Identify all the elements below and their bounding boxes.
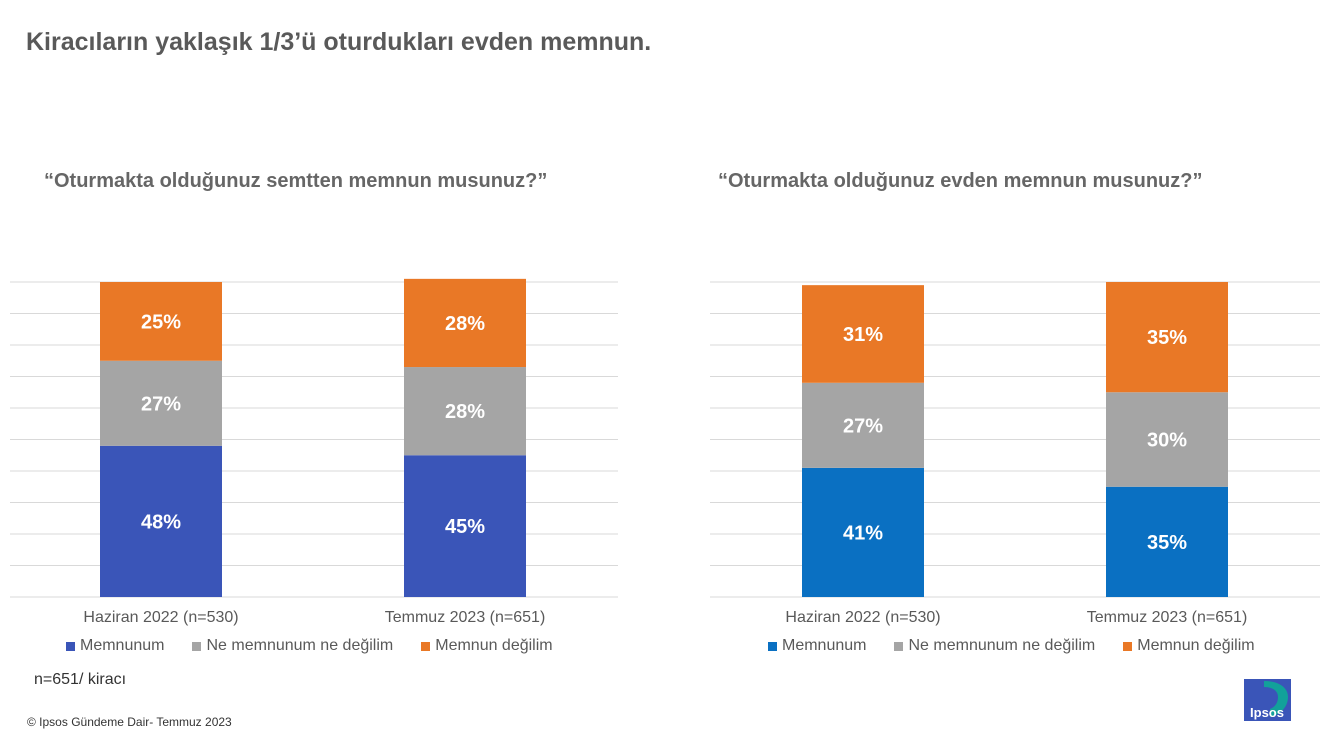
bar-segment — [802, 285, 924, 383]
legend-label-neutral: Ne memnunum ne değilim — [908, 637, 1096, 654]
chart-title-neighborhood: “Oturmakta olduğunuz semtten memnun musu… — [44, 170, 548, 192]
legend-item-memnun-degil: Memnun değilim — [1123, 637, 1255, 655]
legend-item-neutral: Ne memnunum ne değilim — [192, 637, 393, 655]
legend-label-neutral: Ne memnunum ne değilim — [206, 637, 394, 654]
bar-segment — [404, 367, 526, 456]
category-label: Temmuz 2023 (n=651) — [385, 609, 546, 626]
data-label: 30% — [1147, 430, 1187, 452]
bar-segment — [1106, 282, 1228, 393]
legend-swatch-neutral — [192, 641, 202, 651]
sample-note: n=651/ kiracı — [34, 671, 127, 688]
data-label: 45% — [445, 516, 485, 538]
category-label: Haziran 2022 (n=530) — [785, 609, 940, 626]
data-label: 35% — [1147, 327, 1187, 349]
legend-swatch-neutral — [894, 641, 904, 651]
data-label: 35% — [1147, 532, 1187, 554]
bar-segment — [802, 382, 924, 468]
legend-neighborhood: Memnunum Ne memnunum ne değilim Memnun d… — [66, 637, 553, 655]
logo-swoosh — [1264, 681, 1288, 717]
legend-swatch-memnun-degil — [1123, 641, 1133, 651]
data-label: 31% — [843, 324, 883, 346]
logo-text: Ipsos — [1250, 705, 1284, 720]
bar-segment — [404, 455, 526, 597]
data-label: 41% — [843, 522, 883, 544]
bar-segment — [404, 278, 526, 368]
chart-title-home: “Oturmakta olduğunuz evden memnun musunu… — [718, 170, 1203, 192]
legend-home: Memnunum Ne memnunum ne değilim Memnun d… — [768, 637, 1255, 655]
bar-segment — [1106, 392, 1228, 487]
bar-segment — [100, 445, 222, 597]
legend-swatch-memnunum — [66, 641, 75, 651]
bar-segment — [1106, 486, 1228, 597]
legend-label-memnun-degil: Memnun değilim — [435, 637, 553, 654]
bar-segment — [802, 467, 924, 597]
data-label: 25% — [141, 311, 181, 333]
footer-copyright: © Ipsos Gündeme Dair- Temmuz 2023 — [27, 715, 232, 729]
data-label: 27% — [843, 415, 883, 437]
data-label: 28% — [445, 313, 485, 335]
page-title: Kiracıların yaklaşık 1/3’ü oturdukları e… — [26, 28, 652, 56]
legend-item-memnunum: Memnunum — [768, 637, 866, 655]
legend-label-memnunum: Memnunum — [80, 637, 165, 654]
legend-swatch-memnun-degil — [421, 641, 431, 651]
data-label: 27% — [141, 393, 181, 415]
bar-segment — [100, 282, 222, 361]
category-label: Temmuz 2023 (n=651) — [1087, 609, 1248, 626]
legend-swatch-memnunum — [768, 641, 777, 651]
bar-segment — [100, 360, 222, 446]
chart-neighborhood: 48% 27% 25% Haziran 2022 (n=530) 45% 28% 28% Te… — [10, 278, 618, 626]
ipsos-logo: Ipsos — [1244, 679, 1291, 721]
legend-item-memnunum: Memnunum — [66, 637, 164, 655]
legend-item-memnun-degil: Memnun değilim — [421, 637, 553, 655]
legend-item-neutral: Ne memnunum ne değilim — [894, 637, 1095, 655]
category-label: Haziran 2022 (n=530) — [83, 609, 238, 626]
chart-home: 41% 27% 31% Haziran 2022 (n=530) 35% 30% 35% Te… — [710, 281, 1320, 626]
data-label: 28% — [445, 401, 485, 423]
legend-label-memnunum: Memnunum — [782, 637, 867, 654]
data-label: 48% — [141, 511, 181, 533]
legend-label-memnun-degil: Memnun değilim — [1137, 637, 1255, 654]
